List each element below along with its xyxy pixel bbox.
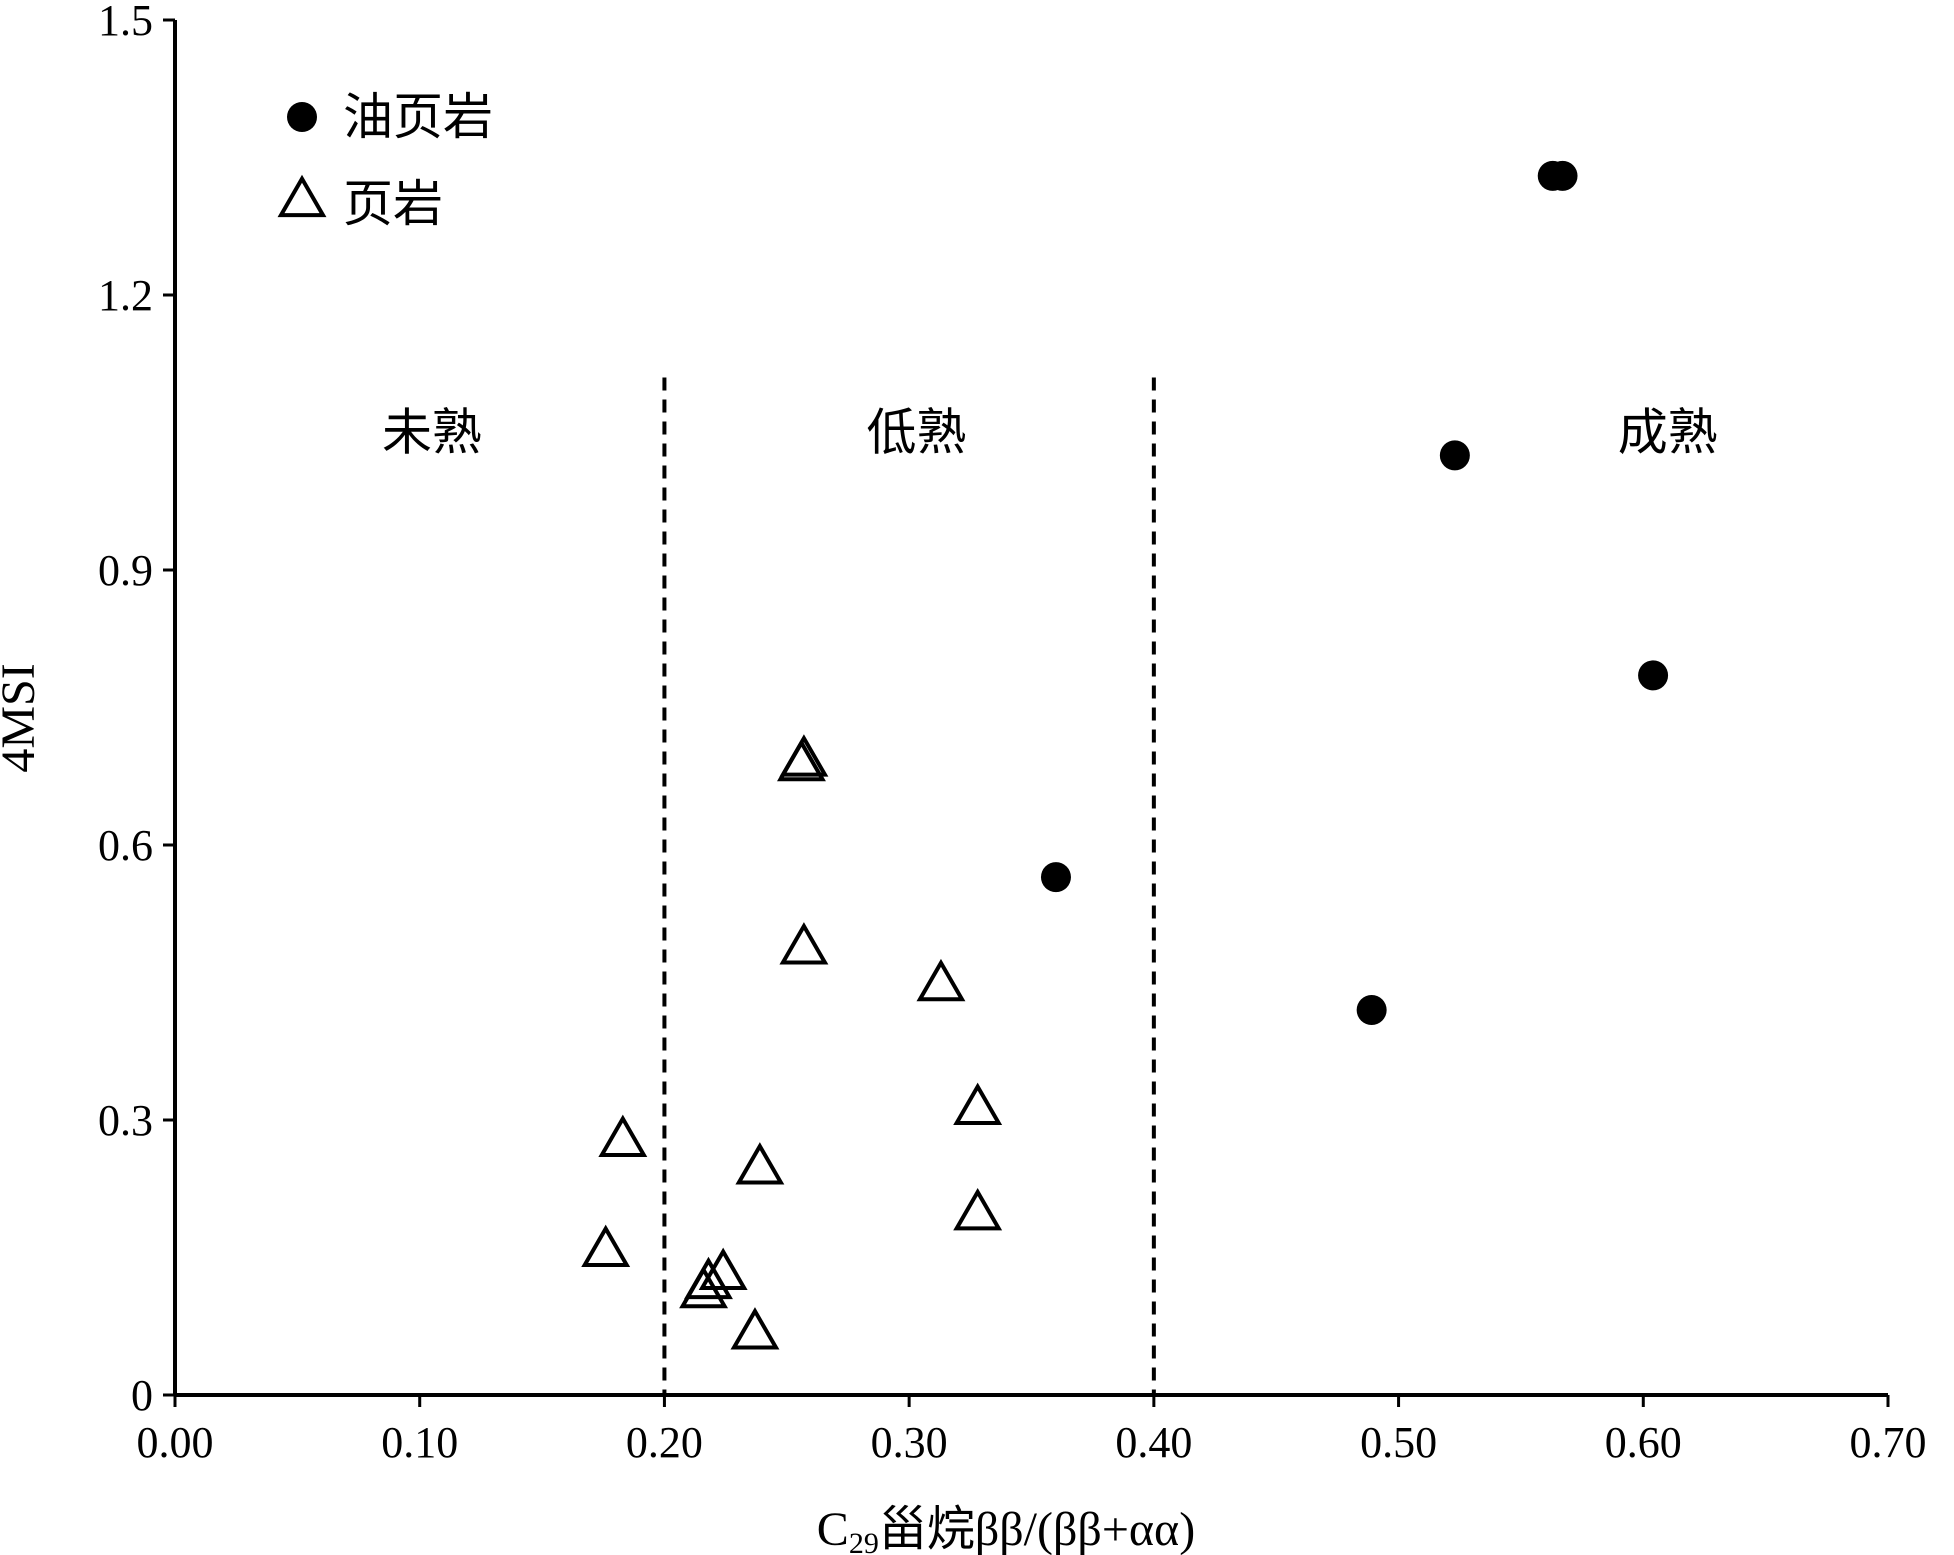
- y-tick-label: 1.5: [98, 0, 153, 45]
- x-tick-label: 0.60: [1605, 1418, 1682, 1467]
- y-tick-label: 1.2: [98, 271, 153, 320]
- axes: [173, 20, 1888, 1397]
- oil-shale-point: [1547, 160, 1578, 191]
- shale-point: [953, 1082, 1003, 1125]
- x-tick-label: 0.70: [1850, 1418, 1927, 1467]
- zone-labels: 未熟 低熟 成熟: [382, 405, 1718, 461]
- x-axis-title: C29甾烷ββ/(ββ+αα): [817, 1503, 1195, 1555]
- data-points: [581, 160, 1669, 1350]
- oil-shale-point: [1040, 862, 1071, 893]
- x-tick-label: 0.20: [626, 1418, 703, 1467]
- shale-point: [916, 958, 966, 1002]
- shale-point: [598, 1114, 648, 1158]
- x-tick-label: 0.10: [381, 1418, 458, 1467]
- shale-point: [779, 922, 829, 965]
- shale-point: [735, 1142, 785, 1185]
- y-tick-label: 0: [131, 1371, 153, 1420]
- shale-point: [581, 1224, 631, 1268]
- y-tick-label: 0.6: [98, 821, 153, 870]
- x-tick-label: 0.00: [137, 1418, 214, 1467]
- y-tick-label: 0.9: [98, 546, 153, 595]
- legend-shale-label: 页岩: [343, 176, 443, 232]
- threshold-lines: [662, 377, 1156, 1395]
- shale-point: [679, 1265, 729, 1309]
- legend-oil-shale-label: 油页岩: [343, 89, 493, 145]
- oil-shale-point: [1356, 995, 1387, 1025]
- x-tick-label: 0.50: [1360, 1418, 1437, 1467]
- x-tick-label: 0.40: [1115, 1418, 1192, 1467]
- x-axis-title-main: C: [817, 1503, 849, 1555]
- zone-label: 未熟: [382, 405, 482, 461]
- legend-shale-marker: [277, 174, 327, 218]
- x-tick-label: 0.30: [871, 1418, 948, 1467]
- x-axis-title-rest: 甾烷ββ/(ββ+αα): [879, 1503, 1195, 1555]
- oil-shale-point: [1638, 660, 1669, 691]
- legend-oil-shale-marker: [287, 102, 317, 132]
- y-tick-label: 0.3: [98, 1096, 153, 1145]
- shale-point: [730, 1307, 780, 1350]
- shale-point: [779, 734, 829, 777]
- shale-point: [953, 1188, 1003, 1231]
- x-axis-title-subscript: 29: [849, 1527, 879, 1555]
- y-axis-title: 4MSI: [0, 663, 45, 772]
- oil-shale-point: [1439, 440, 1470, 471]
- zone-label: 低熟: [866, 405, 966, 461]
- zone-label: 成熟: [1618, 405, 1718, 461]
- tick-marks: 0.00 0.10 0.20 0.30 0.40 0.50 0.60 0.70 0 0.3 0.6 0…: [98, 0, 1927, 1467]
